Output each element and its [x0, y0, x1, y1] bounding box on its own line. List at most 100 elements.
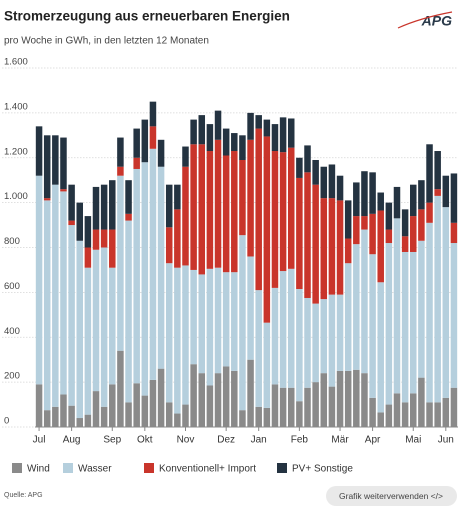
- bar-segment: [353, 369, 360, 427]
- button-bg[interactable]: [326, 486, 457, 506]
- bar-segment: [125, 180, 132, 214]
- bar-segment: [279, 271, 287, 388]
- bar-segment: [271, 151, 279, 288]
- bar-segment: [117, 166, 124, 176]
- bar-segment: [344, 370, 352, 427]
- bar-segment: [231, 133, 238, 152]
- bar-segment: [263, 136, 271, 323]
- bar-segment: [182, 265, 189, 405]
- bar-segment: [206, 151, 214, 269]
- bar-segment: [182, 166, 189, 266]
- bar-segment: [418, 180, 425, 210]
- y-tick-label: 200: [4, 371, 20, 382]
- bar-segment: [206, 385, 214, 427]
- bar-segment: [401, 402, 409, 427]
- legend-label: PV+ Sonstige: [292, 464, 353, 475]
- bar-segment: [434, 195, 441, 403]
- bar-segment: [117, 137, 124, 167]
- bar-segment: [43, 410, 51, 427]
- bar-segment: [157, 166, 165, 369]
- bar-segment: [377, 412, 384, 427]
- bar-segment: [344, 238, 352, 264]
- bar-segment: [247, 112, 254, 140]
- bar-segment: [320, 373, 328, 427]
- bar-segment: [92, 229, 100, 250]
- bar-segment: [76, 240, 83, 419]
- bar-segment: [157, 139, 165, 167]
- bar-segment: [231, 272, 238, 371]
- bar-segment: [84, 267, 92, 415]
- bar-segment: [426, 202, 433, 223]
- bar-segment: [239, 410, 246, 427]
- x-tick-label: Mär: [331, 435, 349, 446]
- bar-segment: [133, 383, 140, 427]
- bar-segment: [92, 186, 100, 230]
- bar-segment: [206, 124, 214, 152]
- bar-segment: [174, 413, 181, 427]
- bar-segment: [369, 397, 376, 427]
- bar-segment: [214, 139, 222, 268]
- bar-segment: [287, 118, 295, 148]
- bar-segment: [68, 225, 75, 406]
- bar-segment: [410, 393, 417, 427]
- bar-segment: [222, 128, 230, 156]
- bar-segment: [182, 404, 189, 427]
- bar-segment: [247, 359, 254, 427]
- bar-segment: [385, 404, 393, 427]
- bar-segment: [165, 227, 173, 264]
- x-tick-label: Okt: [137, 435, 153, 446]
- bar-segment: [377, 210, 384, 283]
- bar-segment: [312, 159, 319, 185]
- bar-segment: [43, 198, 51, 201]
- y-tick-label: 1.200: [4, 146, 28, 157]
- legend-swatch: [144, 463, 154, 473]
- bar-segment: [353, 182, 360, 217]
- y-tick-label: 400: [4, 326, 20, 337]
- bar-segment: [125, 213, 132, 221]
- bar-segment: [426, 402, 433, 427]
- bar-segment: [231, 151, 238, 273]
- bar-segment: [109, 267, 116, 385]
- bar-segment: [263, 322, 271, 408]
- bar-segment: [125, 220, 132, 403]
- bar-segment: [247, 256, 254, 360]
- bar-segment: [35, 175, 43, 385]
- bar-segment: [141, 119, 149, 163]
- button-label[interactable]: Grafik weiterverwenden </>: [339, 491, 443, 501]
- bar-segment: [68, 220, 75, 226]
- bar-segment: [385, 229, 393, 244]
- bar-segment: [92, 391, 100, 427]
- legend-label: Wind: [27, 464, 50, 475]
- bar-segment: [165, 263, 173, 403]
- bar-segment: [263, 407, 271, 427]
- x-tick-label: Sep: [103, 435, 121, 446]
- chart-subtitle: pro Woche in GWh, in den letzten 12 Mona…: [4, 36, 209, 47]
- bar-segment: [320, 166, 328, 199]
- bar-segment: [271, 287, 279, 385]
- bar-segment: [328, 294, 336, 387]
- bar-segment: [287, 268, 295, 388]
- bar-segment: [312, 382, 319, 427]
- bar-segment: [336, 370, 344, 427]
- bar-segment: [377, 192, 384, 211]
- bar-segment: [214, 267, 222, 374]
- x-tick-label: Feb: [291, 435, 309, 446]
- bar-segment: [369, 254, 376, 398]
- legend-swatch: [63, 463, 73, 473]
- bar-segment: [401, 251, 409, 403]
- bar-segment: [206, 268, 214, 386]
- bar-segment: [255, 115, 262, 129]
- bar-segment: [76, 202, 83, 241]
- chart-title: Stromerzeugung aus erneuerbaren Energien: [4, 9, 290, 24]
- x-tick-label: Jun: [438, 435, 454, 446]
- bar-segment: [239, 159, 246, 236]
- bar-segment: [35, 384, 43, 427]
- bar-segment: [279, 152, 287, 272]
- bar-segment: [255, 406, 262, 427]
- bar-segment: [231, 370, 238, 427]
- bar-segment: [304, 172, 311, 298]
- bar-segment: [304, 297, 311, 388]
- bar-segment: [222, 155, 230, 273]
- bar-segment: [442, 397, 450, 427]
- reuse-button[interactable]: Grafik weiterverwenden </>: [326, 486, 457, 506]
